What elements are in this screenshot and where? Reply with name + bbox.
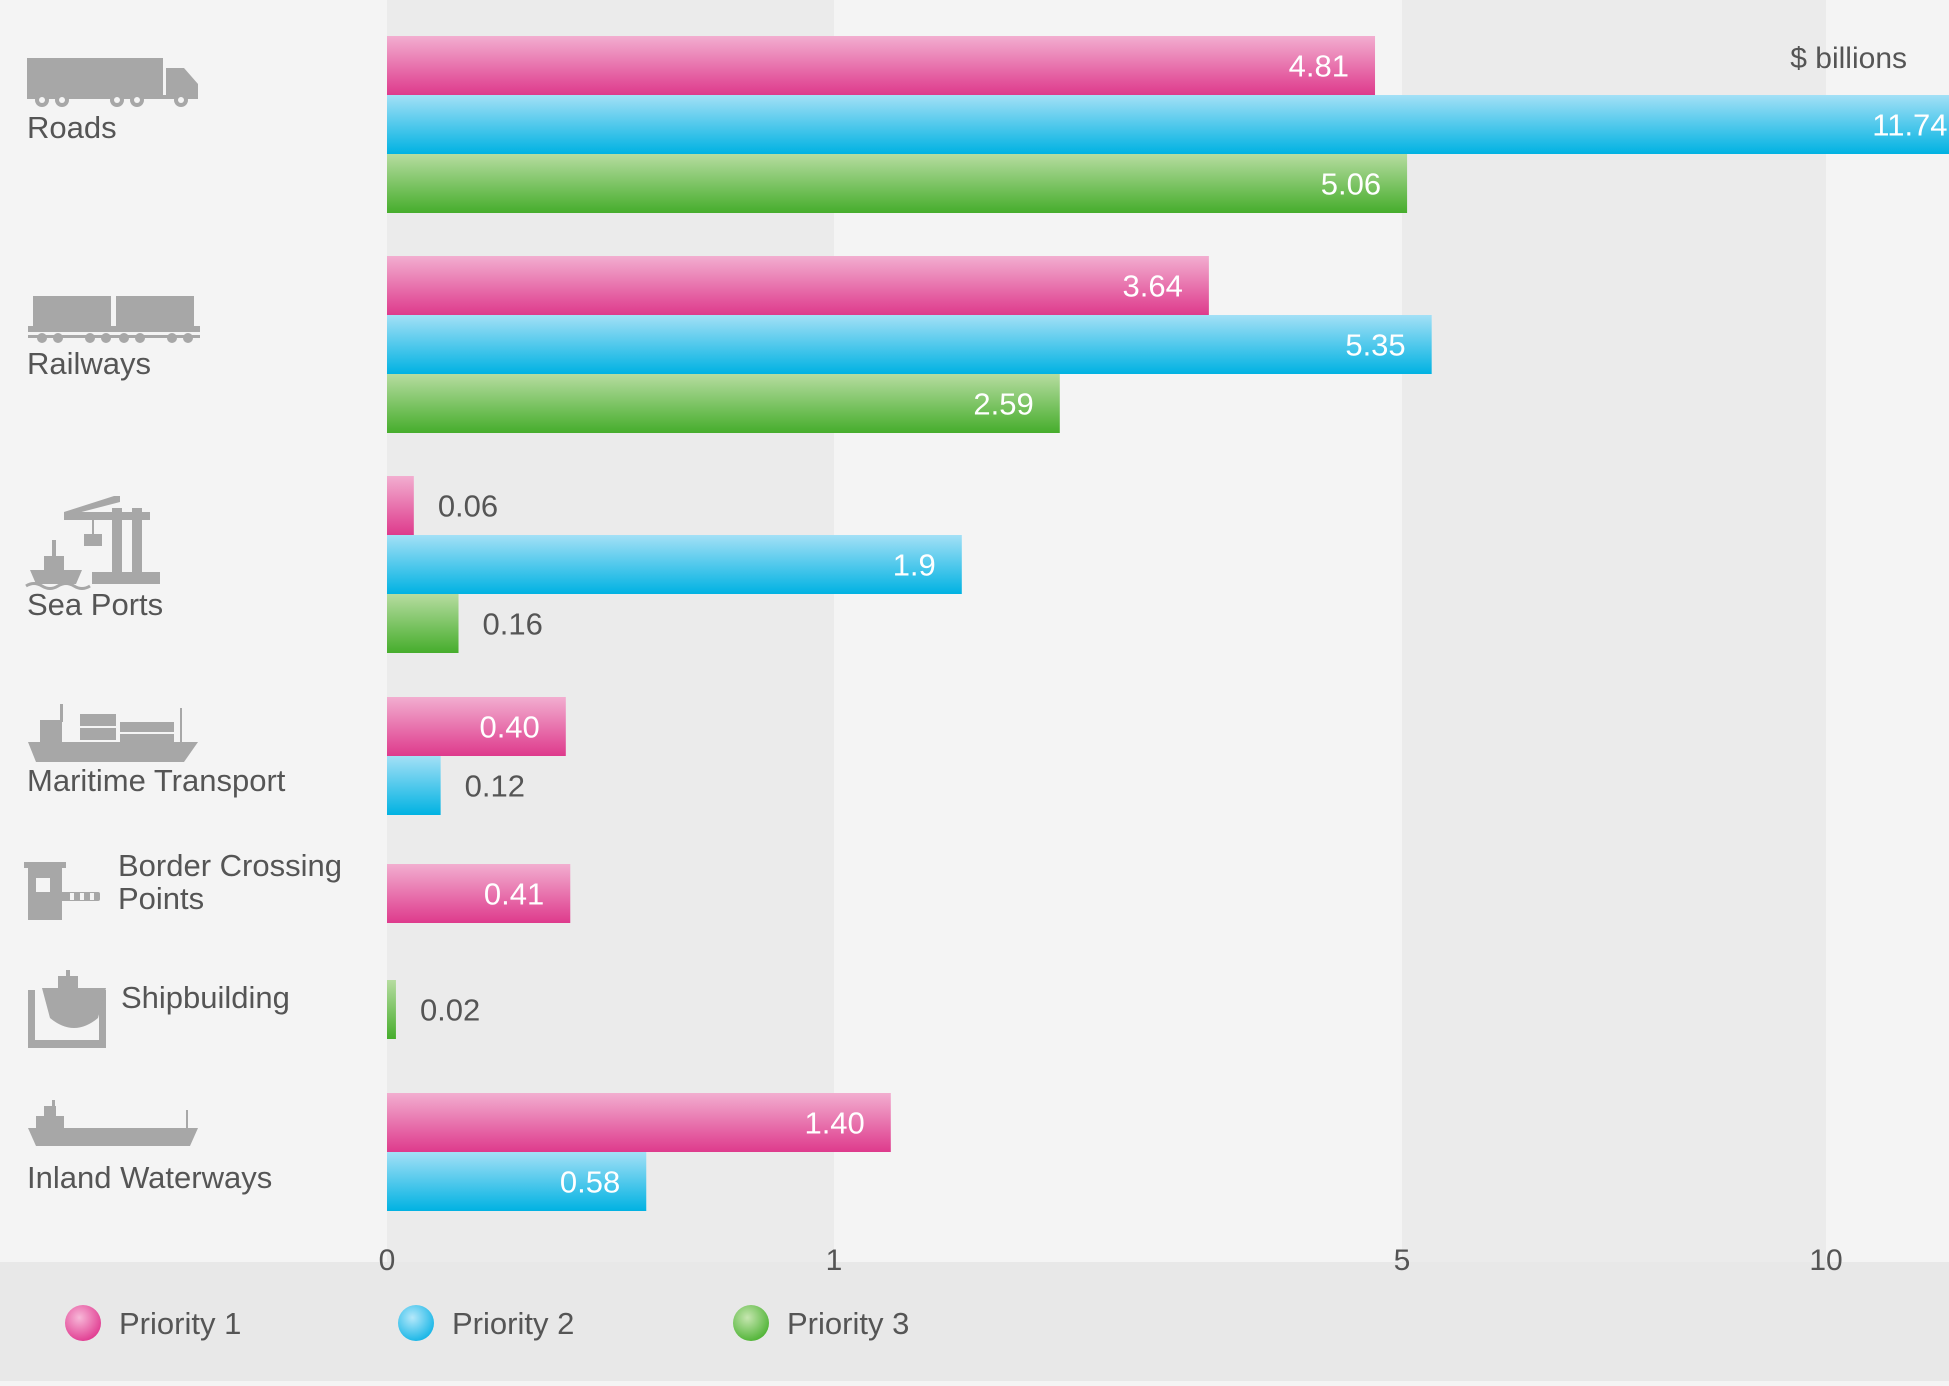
bar-p3 xyxy=(387,154,1408,213)
bar-p2 xyxy=(387,95,1949,154)
legend-label: Priority 2 xyxy=(452,1306,574,1341)
legend-swatch xyxy=(733,1305,769,1341)
bar-p1 xyxy=(387,36,1376,95)
shipyard-icon xyxy=(28,970,106,1048)
category-label: Sea Ports xyxy=(27,587,163,622)
category-labels: Roads Railways Sea Ports Maritime Transport… xyxy=(27,110,342,1195)
category-label: Maritime Transport xyxy=(27,763,286,798)
unit-label: $ billions xyxy=(1790,42,1907,75)
bar-p3 xyxy=(387,374,1060,433)
train-icon xyxy=(28,296,200,343)
bar-p1 xyxy=(387,256,1209,315)
category-icons xyxy=(24,58,200,1146)
value-label: 0.02 xyxy=(420,993,480,1028)
bar-p2 xyxy=(387,535,962,594)
bar-p2 xyxy=(387,756,441,815)
legend-swatch xyxy=(65,1305,101,1341)
value-label: 0.41 xyxy=(484,877,544,912)
value-label: 1.9 xyxy=(893,548,936,583)
x-tick-label: 5 xyxy=(1394,1244,1411,1277)
footer-band xyxy=(0,1262,1949,1381)
bar-p1 xyxy=(387,864,571,923)
barge-icon xyxy=(28,1100,198,1146)
category-label: Roads xyxy=(27,110,117,145)
bar-p3 xyxy=(387,980,396,1039)
category-label: Points xyxy=(118,881,204,916)
legend-item-p2: Priority 2 xyxy=(398,1305,574,1341)
bar-p1 xyxy=(387,476,414,535)
bar-p2 xyxy=(387,1152,647,1211)
value-label: 0.06 xyxy=(438,489,498,524)
value-labels: 4.81 11.74 5.06 3.64 5.35 2.59 0.06 1.9 0.16 0.40… xyxy=(420,49,1948,1200)
legend-item-p3: Priority 3 xyxy=(733,1305,909,1341)
bar-p1 xyxy=(387,697,566,756)
legend: Priority 1 Priority 2 Priority 3 xyxy=(65,1305,909,1341)
bar-p3 xyxy=(387,594,459,653)
category-label: Inland Waterways xyxy=(27,1160,272,1195)
value-label: 0.12 xyxy=(465,769,525,804)
x-tick-label: 10 xyxy=(1809,1244,1842,1277)
value-label: 5.35 xyxy=(1345,328,1405,363)
value-label: 3.64 xyxy=(1123,269,1183,304)
value-label: 0.58 xyxy=(560,1165,620,1200)
x-tick-label: 1 xyxy=(826,1244,843,1277)
value-label: 5.06 xyxy=(1321,167,1381,202)
category-label: Railways xyxy=(27,346,151,381)
legend-label: Priority 1 xyxy=(119,1306,241,1341)
grid-band xyxy=(1402,0,1826,1262)
bars xyxy=(387,36,1949,1211)
bar-p1 xyxy=(387,1093,891,1152)
truck-icon xyxy=(27,58,198,107)
legend-item-p1: Priority 1 xyxy=(65,1305,241,1341)
value-label: 1.40 xyxy=(804,1106,864,1141)
legend-label: Priority 3 xyxy=(787,1306,909,1341)
port-crane-icon xyxy=(25,496,160,590)
value-label: 4.81 xyxy=(1289,49,1349,84)
legend-swatch xyxy=(398,1305,434,1341)
value-label: 2.59 xyxy=(973,387,1033,422)
cargo-ship-icon xyxy=(28,704,198,762)
border-barrier-icon xyxy=(24,862,100,920)
value-label: 11.74 xyxy=(1872,108,1947,143)
bar-p2 xyxy=(387,315,1432,374)
x-axis-ticks: 0 1 5 10 xyxy=(379,1244,1843,1277)
value-label: 0.40 xyxy=(479,710,539,745)
value-label: 0.16 xyxy=(483,607,543,642)
x-tick-label: 0 xyxy=(379,1244,396,1277)
category-label: Border Crossing xyxy=(118,848,342,883)
category-label: Shipbuilding xyxy=(121,980,290,1015)
